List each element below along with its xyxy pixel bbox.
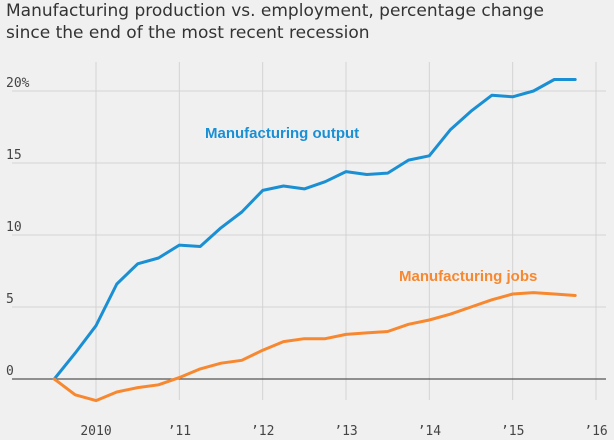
series-label-0: Manufacturing output [205, 125, 359, 142]
series-line-0 [52, 78, 577, 381]
y-tick-label-2: 10 [6, 220, 22, 235]
y-tick-label-1: 5 [6, 292, 14, 307]
x-tick-label-0: 2010 [80, 424, 111, 439]
y-tick-label-4: 20% [6, 76, 30, 91]
series-label-1: Manufacturing jobs [399, 268, 537, 285]
y-tick-label-3: 15 [6, 148, 22, 163]
chart-title-line-1: Manufacturing production vs. employment,… [6, 1, 544, 21]
x-tick-label-3: ’13 [334, 424, 357, 439]
x-tick-label-2: ’12 [251, 424, 274, 439]
chart-title-line-2: since the end of the most recent recessi… [6, 23, 370, 43]
x-tick-label-1: ’11 [168, 424, 191, 439]
x-tick-label-5: ’15 [501, 424, 524, 439]
chart-title: Manufacturing production vs. employment,… [6, 0, 606, 44]
x-tick-label-6: ’16 [584, 424, 607, 439]
series-line-1 [52, 291, 577, 403]
x-tick-label-4: ’14 [418, 424, 442, 439]
y-tick-label-0: 0 [6, 364, 14, 379]
